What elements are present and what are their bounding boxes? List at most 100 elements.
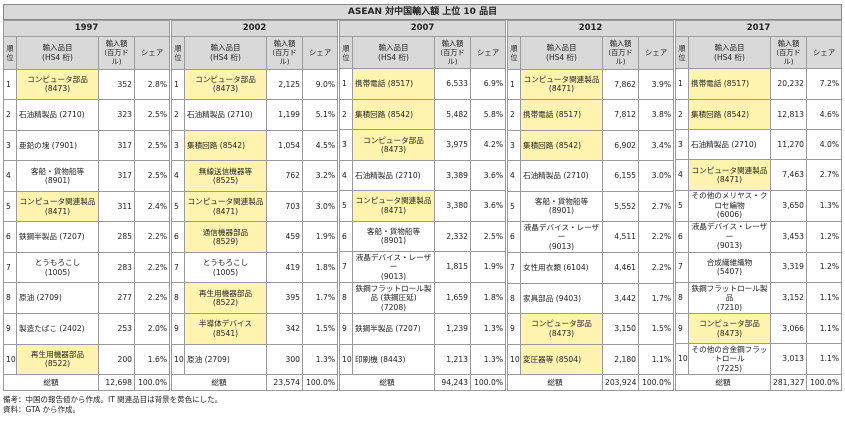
rank-cell: 1 (675, 68, 689, 100)
item-code: (1005) (44, 267, 71, 277)
header-share: シェア (133, 35, 171, 70)
table-row: 7 女性用衣類 (6104) 4,461 2.2% (507, 252, 675, 284)
header-item-line2: (HS4 桁) (378, 52, 409, 62)
item-code: (8473) (212, 84, 239, 94)
rank-cell: 2 (507, 99, 521, 131)
header-value-line2: (百万ドル) (104, 48, 129, 67)
item-cell: 液晶デバイス・レーザー (9013) (520, 221, 603, 254)
table-row: 6 客船・貨物船等 (8901) 2,332 2.5% (339, 220, 507, 253)
total-value: 94,243 (434, 374, 471, 391)
item-cell: 再生用機器部品 (8522) (184, 282, 267, 314)
header-item-line2: (HS4 桁) (546, 52, 577, 62)
item-code: (8471) (212, 206, 239, 216)
table-row: 2 集積回路 (8542) 5,482 5.8% (339, 98, 507, 131)
share-cell: 3.2% (301, 160, 339, 192)
rank-cell: 6 (675, 220, 689, 253)
header-item-line1: 輸入品目 (714, 43, 745, 53)
rank-cell: 1 (171, 68, 185, 101)
item-cell: 印刷機 (8443) (352, 343, 435, 376)
item-code: (8529) (212, 237, 239, 247)
share-cell: 1.3% (301, 343, 339, 376)
item-cell: 女性用衣類 (6104) (520, 252, 603, 284)
table-row: 4 石油精製品 (2710) 6,155 3.0% (507, 160, 675, 192)
share-cell: 2.0% (133, 313, 171, 345)
item-name: 変圧器等 (8504) (523, 354, 582, 364)
header-share: シェア (805, 35, 843, 70)
table-row: 3 集積回路 (8542) 6,902 3.4% (507, 129, 675, 162)
rank-cell: 6 (339, 220, 353, 253)
value-cell: 2,332 (434, 220, 471, 253)
value-cell: 7,812 (602, 99, 639, 131)
rank-cell: 7 (339, 251, 353, 284)
rank-cell: 8 (171, 282, 185, 314)
value-cell: 5,482 (434, 98, 471, 131)
table-row: 4 コンピュータ関連製品 (8471) 7,463 2.7% (675, 159, 843, 191)
header-share: シェア (301, 35, 339, 70)
item-name: 印刷機 (8443) (355, 354, 406, 364)
value-cell: 1,213 (434, 343, 471, 376)
header-item-line2: (HS4 桁) (210, 52, 241, 62)
item-code: (8471) (716, 175, 743, 185)
item-code: (8522) (212, 298, 239, 308)
share-cell: 4.5% (301, 129, 339, 162)
item-cell: 石油精製品 (2710) (688, 128, 771, 161)
table-row: 2 石油精製品 (2710) 1,199 5.1% (171, 99, 339, 131)
item-code: (9013) (716, 241, 743, 251)
item-cell: 携帯電話 (8517) (520, 99, 603, 131)
item-cell: 鉄鋼フラットロール製品 (鉄鋼圧延) (7208) (352, 282, 435, 315)
item-name: 液晶デバイス・レーザー (523, 222, 600, 242)
item-code: (8901) (548, 206, 575, 216)
item-name: 集積回路 (8542) (691, 109, 750, 119)
value-cell: 311 (98, 190, 135, 223)
item-name: 女性用衣類 (6104) (523, 263, 589, 273)
item-code: (8471) (548, 84, 575, 94)
rank-cell: 3 (675, 128, 689, 161)
share-cell: 1.2% (805, 251, 843, 283)
table-row: 8 家具部品 (9403) 3,442 1.7% (507, 282, 675, 315)
item-cell: 鉄鋼半製品 (7207) (352, 313, 435, 345)
item-code: (8471) (380, 205, 407, 215)
table-row: 7 液晶デバイス・レーザー (9013) 1,815 1.9% (339, 251, 507, 284)
item-name: とうもろこし (202, 258, 249, 268)
value-cell: 12,813 (770, 98, 807, 131)
year-panel-2012: 2012 順位 輸入品目 (HS4 桁) 輸入額 (百万ドル) シェア 1 コンピュータ関連製品… (506, 20, 675, 391)
item-name: コンピュータ部品 (27, 74, 88, 84)
year-panel-2002: 2002 順位 輸入品目 (HS4 桁) 輸入額 (百万ドル) シェア 1 コンピュータ部品 (8… (170, 20, 339, 391)
header-item-line1: 輸入品目 (546, 43, 577, 53)
value-cell: 419 (266, 251, 303, 284)
header-value-line2: (百万ドル) (608, 48, 633, 67)
item-name: 携帯電話 (8517) (691, 79, 750, 89)
ranking-table: 2002 順位 輸入品目 (HS4 桁) 輸入額 (百万ドル) シェア 1 コンピュータ部品 (8… (170, 20, 339, 391)
value-cell: 1,054 (266, 129, 303, 162)
rank-cell: 10 (3, 343, 17, 376)
table-row: 1 コンピュータ関連製品 (8471) 7,862 3.9% (507, 68, 675, 101)
table-row: 1 携帯電話 (8517) 20,232 7.2% (675, 68, 843, 100)
rank-cell: 4 (171, 160, 185, 192)
value-cell: 317 (98, 160, 135, 192)
year-label: 2007 (338, 20, 507, 37)
total-share: 100.0% (469, 374, 507, 391)
value-cell: 6,533 (434, 68, 471, 100)
item-code: (8525) (212, 176, 239, 186)
value-cell: 277 (98, 282, 135, 314)
table-title: ASEAN 対中国輸入額 上位 10 品目 (3, 4, 842, 20)
rank-cell: 2 (339, 98, 353, 131)
rank-cell: 3 (171, 129, 185, 162)
table-row: 5 コンピュータ関連製品 (8471) 3,380 3.6% (339, 190, 507, 222)
table-row: 6 液晶デバイス・レーザー (9013) 3,453 1.2% (675, 220, 843, 253)
share-cell: 2.5% (469, 220, 507, 253)
rank-cell: 4 (339, 159, 353, 192)
item-name: 鉄鋼半製品 (7207) (19, 232, 85, 242)
total-value: 281,327 (770, 374, 807, 391)
item-cell: コンピュータ部品 (8473) (352, 129, 435, 161)
share-cell: 1.9% (301, 221, 339, 253)
item-name: 客船・貨物船等 (534, 196, 589, 206)
value-cell: 459 (266, 221, 303, 253)
share-cell: 1.5% (301, 313, 339, 345)
item-name: コンピュータ関連製品 (187, 197, 264, 207)
item-name: 石油精製品 (2710) (19, 110, 85, 120)
item-cell: 原油 (2709) (184, 343, 267, 376)
rank-cell: 1 (3, 68, 17, 101)
table-row: 10 印刷機 (8443) 1,213 1.3% (339, 343, 507, 376)
table-row: 2 集積回路 (8542) 12,813 4.6% (675, 98, 843, 131)
